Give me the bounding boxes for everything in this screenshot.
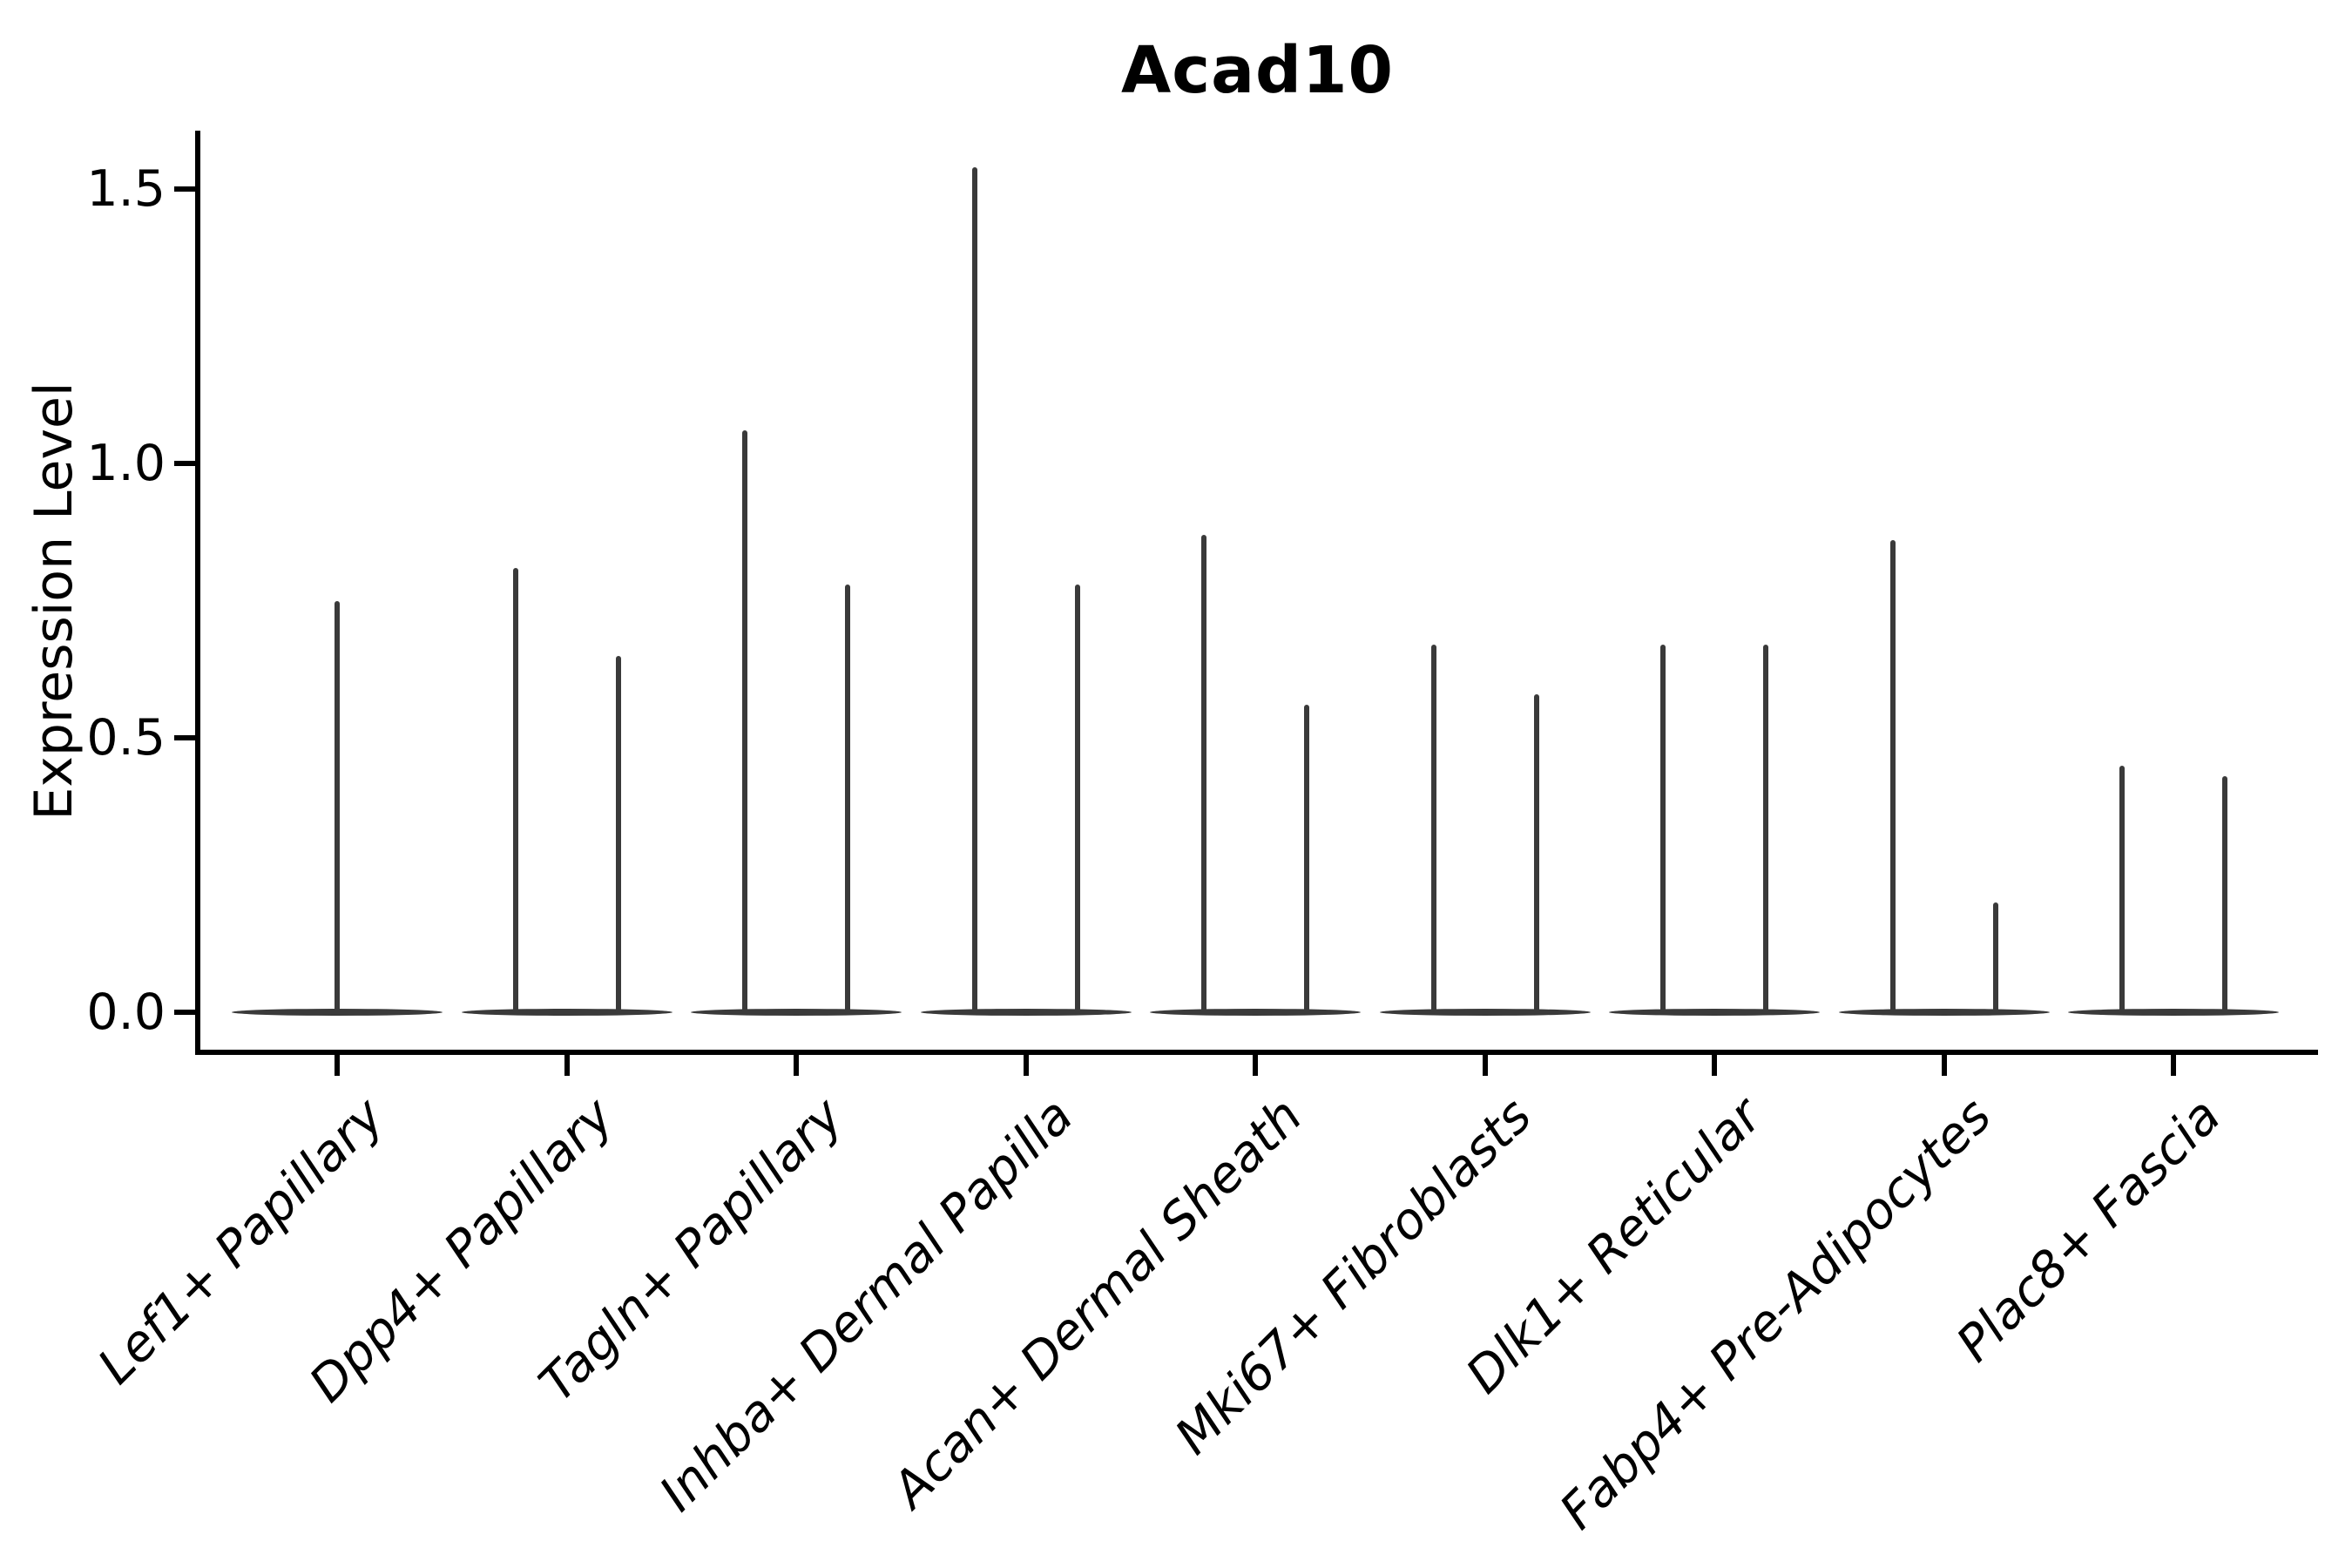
violin-spike bbox=[1304, 705, 1309, 1014]
violin-spike bbox=[742, 430, 747, 1014]
violin-spike bbox=[512, 567, 518, 1014]
x-tick bbox=[564, 1055, 570, 1076]
y-tick bbox=[174, 735, 195, 740]
violin-spike bbox=[1533, 693, 1539, 1014]
x-tick bbox=[1023, 1055, 1029, 1076]
x-tick-label: Inhba+ Dermal Papilla bbox=[648, 1087, 1085, 1523]
y-tick-label: 0.0 bbox=[86, 983, 166, 1041]
violin-spike bbox=[1660, 644, 1666, 1014]
violin-spike bbox=[2222, 776, 2227, 1014]
x-axis-spine bbox=[195, 1050, 2318, 1055]
x-tick bbox=[1941, 1055, 1947, 1076]
x-tick-label: Acan+ Dermal Sheath bbox=[882, 1087, 1314, 1519]
violin-spike bbox=[1074, 584, 1080, 1014]
y-tick bbox=[174, 1010, 195, 1015]
chart-title: Acad10 bbox=[1120, 33, 1395, 108]
violin-spike bbox=[335, 600, 340, 1014]
y-axis-spine bbox=[195, 131, 200, 1055]
violin-spike bbox=[971, 166, 977, 1014]
violin-baseline bbox=[1379, 1009, 1591, 1016]
y-tick bbox=[174, 186, 195, 192]
violin-spike bbox=[1889, 540, 1896, 1014]
y-tick-label: 1.0 bbox=[86, 435, 166, 492]
violin-baseline bbox=[1838, 1009, 2050, 1016]
y-tick-label: 0.5 bbox=[86, 709, 166, 767]
violin-baseline bbox=[461, 1009, 672, 1016]
x-tick bbox=[2171, 1055, 2176, 1076]
x-tick bbox=[1482, 1055, 1488, 1076]
violin-baseline bbox=[920, 1009, 1132, 1016]
violin-spike bbox=[1763, 644, 1768, 1014]
x-tick bbox=[1253, 1055, 1258, 1076]
violin-baseline bbox=[1609, 1009, 1820, 1016]
violin-spike bbox=[2119, 765, 2125, 1014]
violin-spike bbox=[1430, 644, 1436, 1014]
violin-spike bbox=[845, 584, 850, 1014]
violin-spike bbox=[615, 655, 621, 1014]
x-tick-label: Fabp4+ Pre-Adipocytes bbox=[1548, 1087, 2003, 1541]
violin-spike bbox=[1992, 902, 1998, 1014]
y-tick-label: 1.5 bbox=[86, 160, 166, 218]
x-tick bbox=[1712, 1055, 1717, 1076]
x-tick bbox=[335, 1055, 340, 1076]
violin-baseline bbox=[1150, 1009, 1361, 1016]
violin-spike bbox=[1201, 534, 1206, 1014]
violin-baseline bbox=[2068, 1009, 2279, 1016]
violin-baseline bbox=[691, 1009, 902, 1016]
y-tick bbox=[174, 461, 195, 466]
x-tick bbox=[794, 1055, 799, 1076]
